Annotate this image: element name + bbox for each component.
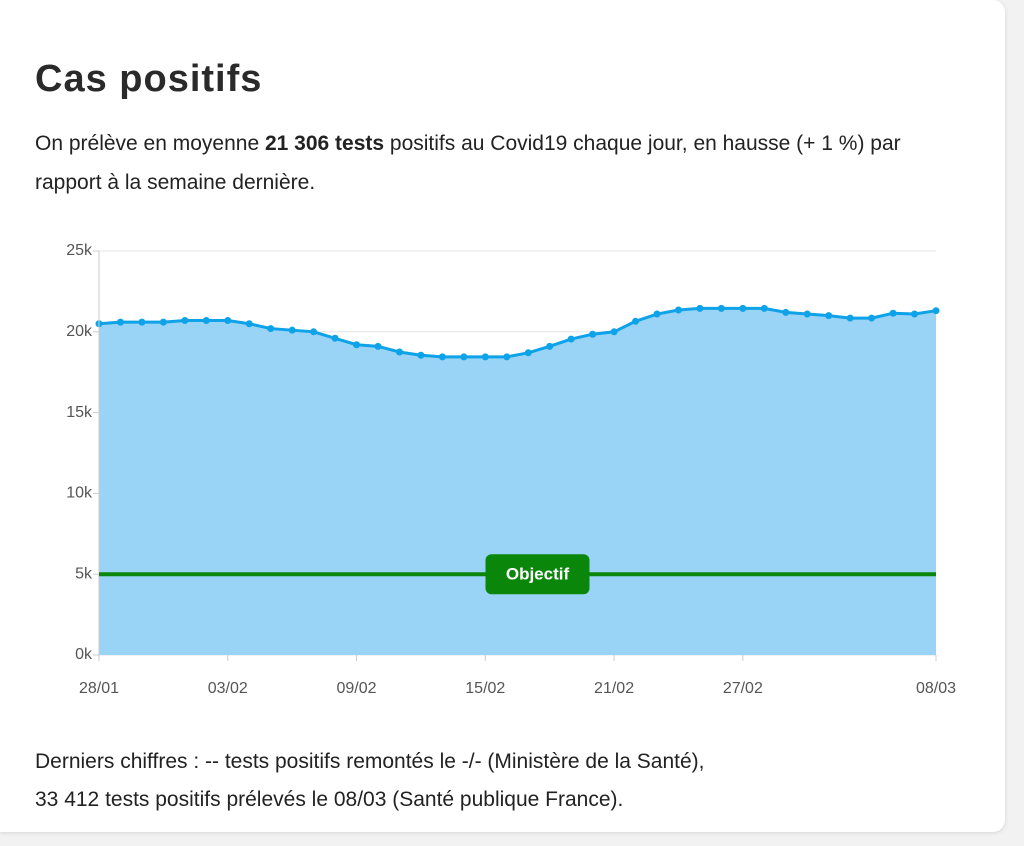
point: [868, 314, 876, 322]
point: [911, 310, 919, 318]
point: [846, 314, 854, 322]
x-tick-label: 21/02: [594, 680, 634, 697]
point: [353, 341, 361, 349]
summary-highlight: 21 306 tests: [264, 132, 385, 155]
point: [245, 320, 253, 328]
point: [288, 326, 296, 334]
point: [267, 325, 275, 333]
line: [98, 306, 937, 359]
point: [395, 348, 403, 356]
point: [159, 318, 167, 326]
x-tick-label: 15/02: [465, 680, 505, 697]
point: [610, 328, 618, 336]
y-tick-label: 20k: [66, 323, 93, 340]
point: [696, 304, 704, 312]
point: [202, 316, 210, 324]
point: [438, 353, 446, 361]
point: [567, 335, 575, 343]
y-tick-label: 15k: [66, 404, 93, 421]
point: [632, 317, 640, 325]
point: [310, 328, 318, 336]
x-tick-label: 09/02: [337, 680, 377, 697]
y-tick-label: 25k: [66, 242, 93, 259]
chart: 0k 5k 10k 15k 20k 25k 28/01 03/02 09/02 15/02 21/0…: [66, 242, 956, 697]
point: [782, 308, 790, 316]
point: [674, 306, 682, 314]
point: [417, 351, 425, 359]
area: [99, 308, 936, 655]
footer-line: Derniers chiffres : -- tests positifs re…: [35, 750, 705, 773]
point: [331, 334, 339, 342]
summary-text: On prélève en moyenne: [35, 132, 265, 155]
footer: Derniers chiffres : -- tests positifs re…: [35, 743, 975, 819]
x-tick-label: 28/01: [79, 680, 119, 697]
point: [546, 342, 554, 350]
point: [825, 312, 833, 320]
card-title: Cas positifs: [35, 58, 263, 100]
point: [374, 342, 382, 350]
point: [717, 304, 725, 312]
summary: On prélève en moyenne 21 306 tests posit…: [35, 124, 935, 202]
point: [932, 307, 940, 315]
summary-text: positifs au Covid19 chaque jour, en haus…: [35, 132, 901, 194]
y-tick-label: 0k: [75, 646, 93, 663]
x-tick-label: 27/02: [723, 680, 763, 697]
point: [138, 318, 146, 326]
point: [889, 309, 897, 317]
objective-badge: [485, 554, 590, 595]
point: [739, 304, 747, 312]
card: Cas positifs On prélève en moyenne 21 30…: [0, 0, 1005, 832]
point: [589, 330, 597, 338]
x-tick-label: 03/02: [208, 680, 248, 697]
point: [803, 310, 811, 318]
point: [524, 349, 532, 357]
x-tick-label: 08/03: [916, 680, 956, 697]
point: [760, 304, 768, 312]
y-tick-label: 10k: [66, 485, 93, 502]
point: [224, 316, 232, 324]
point: [116, 318, 124, 326]
point: [653, 310, 661, 318]
y-tick-label: 5k: [75, 565, 93, 582]
point: [481, 353, 489, 361]
objective-label: Objectif: [506, 565, 570, 584]
point: [460, 353, 468, 361]
point: [181, 316, 189, 324]
point: [503, 353, 511, 361]
footer-line: 33 412 tests positifs prélevés le 08/03 …: [35, 788, 624, 811]
